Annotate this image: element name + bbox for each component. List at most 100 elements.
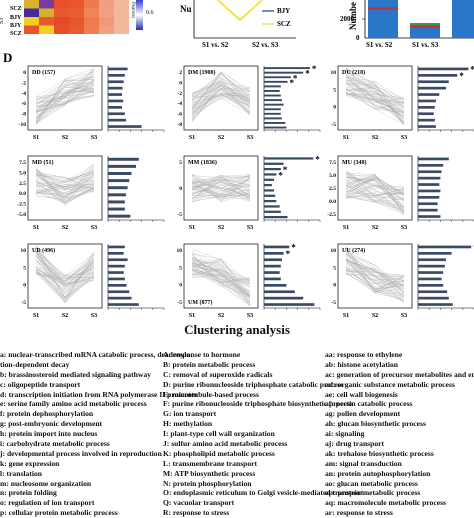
enrichment-bar bbox=[418, 196, 439, 199]
heatmap-cell bbox=[39, 9, 54, 18]
legend-entry: ai: signaling bbox=[325, 429, 474, 439]
enrichment-bar bbox=[108, 158, 139, 161]
enrichment-bar bbox=[108, 186, 128, 189]
enrichment-bar bbox=[108, 265, 125, 268]
cluster-ytick: 2.5 bbox=[329, 186, 336, 192]
enrichment-bar bbox=[418, 164, 443, 167]
cluster-label: DD (157) bbox=[32, 69, 55, 76]
cluster-xtick: S2 bbox=[62, 135, 68, 141]
cluster-xtick: S1 bbox=[189, 313, 195, 319]
enrichment-bar bbox=[108, 112, 125, 115]
cluster-ytick: -5 bbox=[177, 300, 182, 306]
enrichment-bar bbox=[108, 68, 128, 71]
cluster-xtick: S2 bbox=[372, 313, 378, 319]
go-term-legend: a: nuclear-transcribed mRNA catabolic pr… bbox=[0, 350, 474, 474]
cluster-ytick: 7.5 bbox=[329, 160, 336, 166]
legend-entry: aq: macromolecule metabolic process bbox=[325, 498, 474, 508]
enrichment-bar bbox=[108, 200, 125, 203]
significance-star: * bbox=[278, 170, 283, 180]
enrichment-bar bbox=[418, 125, 436, 128]
line-chart-xtick-1: S2 vs. S3 bbox=[252, 41, 279, 48]
enrichment-bar bbox=[108, 87, 123, 90]
cluster-ytick: 5 bbox=[179, 265, 182, 271]
cluster-xtick: S1 bbox=[189, 225, 195, 231]
enrichment-bar bbox=[418, 303, 453, 306]
cluster-ytick: 0 bbox=[179, 80, 182, 86]
significance-star: * bbox=[315, 154, 320, 164]
bar-s1-s3-red bbox=[410, 25, 440, 28]
enrichment-bar bbox=[108, 119, 126, 122]
cluster-ytick: 5 bbox=[179, 160, 182, 166]
cluster-ytick: -6 bbox=[177, 112, 182, 118]
enrichment-bar bbox=[264, 85, 281, 87]
heatmap-cell bbox=[69, 0, 84, 9]
enrichment-bar bbox=[264, 216, 288, 218]
heatmap-cell bbox=[84, 0, 99, 9]
cluster-ytick: -5.0 bbox=[17, 212, 26, 218]
significance-star: * bbox=[305, 69, 310, 79]
line-chart-ylabel: Nu bbox=[180, 4, 192, 14]
cluster-ytick: 2 bbox=[179, 70, 182, 76]
clustering-analysis-title: Clustering analysis bbox=[0, 322, 474, 338]
enrichment-bar bbox=[418, 158, 449, 161]
enrichment-bar bbox=[264, 67, 310, 69]
bar-third-blue bbox=[452, 0, 474, 38]
cluster-ytick: -2.5 bbox=[17, 202, 26, 208]
cluster-xtick: S2 bbox=[218, 313, 224, 319]
cluster-xtick: S3 bbox=[91, 313, 97, 319]
enrichment-bar bbox=[264, 179, 274, 181]
enrichment-bar bbox=[418, 290, 447, 293]
heatmap-cell bbox=[114, 26, 129, 35]
cluster-ytick: -8 bbox=[177, 122, 182, 128]
cluster-ytick: 10 bbox=[21, 248, 27, 254]
significance-star: * bbox=[459, 71, 464, 81]
cluster-ytick: 2.5 bbox=[19, 181, 26, 187]
heatmap-cell bbox=[114, 0, 129, 9]
line-series-scz bbox=[218, 0, 262, 20]
enrichment-bar bbox=[264, 99, 282, 101]
legend-entry: ak: trehalose biosynthetic process bbox=[325, 449, 474, 459]
legend-entry: aj: drug transport bbox=[325, 439, 474, 449]
cluster-ytick: 0 bbox=[23, 283, 26, 289]
legend-entry: am: signal transduction bbox=[325, 459, 474, 469]
heatmap-color-scale bbox=[136, 0, 143, 30]
cluster-ytick: -5 bbox=[331, 300, 336, 306]
enrichment-bar bbox=[264, 265, 281, 268]
enrichment-bar bbox=[108, 290, 129, 293]
enrichment-bar bbox=[264, 163, 284, 165]
cluster-ytick: 10 bbox=[331, 70, 337, 76]
enrichment-bar bbox=[418, 252, 452, 255]
heatmap-cell bbox=[84, 9, 99, 18]
enrichment-bar bbox=[264, 81, 288, 83]
heatmap-cell bbox=[99, 9, 114, 18]
bar-chart-ytick-0: 2000 bbox=[340, 15, 355, 23]
bar-chart-ytick-1: 0 bbox=[356, 34, 360, 42]
cluster-ytick: 5 bbox=[23, 265, 26, 271]
cluster-ytick: -2 bbox=[21, 80, 26, 86]
cluster-ytick: -2 bbox=[177, 91, 182, 97]
enrichment-bar bbox=[418, 278, 442, 281]
heatmap-cell bbox=[84, 17, 99, 26]
enrichment-bar bbox=[108, 278, 125, 281]
enrichment-bar bbox=[418, 271, 443, 274]
degs-bar-chart: Numbe 2000 0 S1 vs. S2 S1 vs. S3 bbox=[340, 0, 474, 48]
heatmap-cell bbox=[39, 0, 54, 9]
enrichment-bar bbox=[264, 122, 285, 124]
enrichment-bar bbox=[108, 100, 123, 103]
enrichment-bar bbox=[108, 208, 125, 211]
heatmap-cell bbox=[54, 0, 69, 9]
enrichment-bar bbox=[108, 215, 130, 218]
heatmap-legend-tick: 0.6 bbox=[146, 10, 154, 16]
enrichment-bar bbox=[418, 87, 446, 90]
heatmap-row-label-2: BJY bbox=[10, 23, 22, 29]
legend-entry: ar: response to stress bbox=[325, 508, 474, 518]
cluster-xtick: S1 bbox=[33, 313, 39, 319]
bar-s1-s2-blue bbox=[368, 0, 398, 38]
enrichment-bar bbox=[108, 246, 125, 249]
cluster-xtick: S3 bbox=[401, 225, 407, 231]
